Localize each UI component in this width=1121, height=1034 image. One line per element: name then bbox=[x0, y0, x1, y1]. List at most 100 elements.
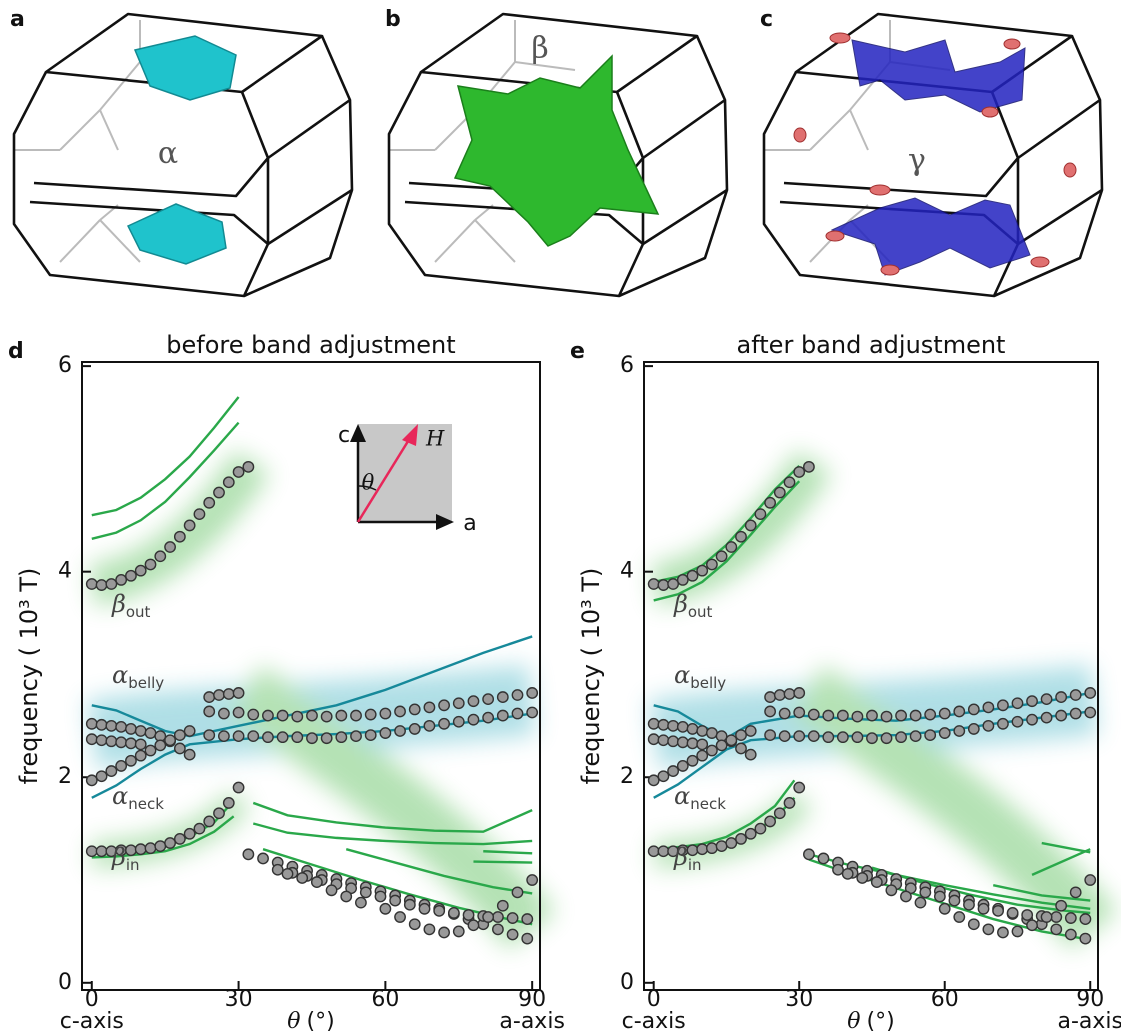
measured-point bbox=[222, 688, 235, 700]
measured-point bbox=[977, 902, 990, 915]
chart-title: after band adjustment bbox=[737, 331, 1006, 359]
measured-point bbox=[997, 699, 1009, 712]
measured-point bbox=[521, 913, 534, 925]
measured-point bbox=[291, 710, 304, 723]
measured-point bbox=[496, 691, 509, 703]
measured-point bbox=[793, 781, 806, 794]
measured-point bbox=[754, 508, 767, 521]
measured-point bbox=[725, 541, 738, 553]
measured-point bbox=[125, 754, 137, 767]
measured-point bbox=[667, 578, 680, 590]
measured-point bbox=[379, 902, 392, 915]
field-arrowhead bbox=[402, 424, 418, 446]
axis-end-label: c-axis bbox=[60, 1009, 124, 1034]
measured-point bbox=[967, 918, 980, 931]
measured-point bbox=[1084, 706, 1097, 719]
measured-point bbox=[783, 476, 796, 489]
y-tick-label: 2 bbox=[620, 764, 634, 789]
measured-point bbox=[953, 725, 966, 737]
measured-point bbox=[482, 693, 495, 706]
x-tick-label: 60 bbox=[931, 987, 959, 1012]
measured-point bbox=[967, 703, 980, 716]
measured-point bbox=[105, 719, 118, 732]
measured-point bbox=[914, 896, 927, 909]
measured-point bbox=[676, 573, 689, 586]
measured-point bbox=[296, 872, 309, 884]
measured-point bbox=[856, 872, 869, 884]
measured-point bbox=[438, 699, 450, 712]
measured-point bbox=[350, 709, 362, 722]
chart-panel: d before band adjustment frequency ( 10³ T… bbox=[8, 331, 565, 1034]
x-axis-symbol: θ bbox=[287, 1009, 300, 1034]
measured-point bbox=[924, 708, 937, 721]
measured-point bbox=[764, 705, 777, 718]
y-tick-label: 4 bbox=[620, 559, 634, 584]
measured-point bbox=[467, 713, 480, 726]
measured-point bbox=[963, 898, 975, 911]
branch-symbol: β bbox=[111, 843, 126, 871]
measured-point bbox=[521, 932, 534, 945]
measured-point bbox=[232, 706, 245, 719]
measured-point bbox=[686, 569, 699, 582]
measured-point bbox=[134, 843, 147, 856]
calculated-curve bbox=[252, 822, 533, 846]
measured-point bbox=[276, 731, 289, 744]
measured-point bbox=[183, 519, 196, 532]
inset-label: a bbox=[463, 511, 476, 536]
measured-point bbox=[1011, 697, 1024, 710]
measured-point bbox=[657, 579, 670, 591]
calculated-curve bbox=[345, 848, 533, 895]
measured-point bbox=[706, 558, 718, 571]
measured-point bbox=[125, 569, 137, 582]
measured-point bbox=[394, 911, 406, 923]
inset-label: θ bbox=[362, 471, 375, 495]
measured-point bbox=[389, 894, 402, 907]
measured-point bbox=[452, 715, 465, 728]
x-axis-symbol: θ bbox=[847, 1009, 860, 1034]
measured-point bbox=[526, 874, 539, 886]
measured-point bbox=[1064, 912, 1077, 924]
measured-point bbox=[164, 541, 176, 553]
x-tick-label: 30 bbox=[225, 987, 253, 1012]
measured-point bbox=[218, 730, 230, 743]
measured-point bbox=[870, 876, 883, 888]
measured-point bbox=[218, 707, 230, 720]
measured-point bbox=[506, 912, 519, 924]
measured-point bbox=[408, 723, 421, 735]
measured-point bbox=[203, 815, 216, 828]
branch-symbol: α bbox=[674, 782, 690, 810]
branch-subscript: belly bbox=[690, 674, 726, 692]
measured-point bbox=[657, 734, 670, 747]
calculated-curve bbox=[91, 396, 240, 517]
measured-point bbox=[1069, 689, 1082, 701]
measured-point bbox=[340, 890, 353, 903]
measured-point bbox=[715, 550, 728, 563]
measured-point bbox=[764, 815, 777, 828]
measured-point bbox=[807, 730, 820, 743]
surface-symbol: α bbox=[158, 136, 178, 171]
measured-point bbox=[438, 926, 450, 939]
measured-point bbox=[482, 911, 495, 923]
measured-point bbox=[154, 739, 167, 752]
measured-point bbox=[1040, 693, 1053, 706]
measured-point bbox=[807, 708, 820, 721]
measured-point bbox=[696, 749, 709, 762]
measured-point bbox=[394, 725, 406, 737]
measured-point bbox=[193, 508, 206, 521]
calculated-curve bbox=[1031, 848, 1091, 876]
y-tick-label: 4 bbox=[58, 559, 72, 584]
measured-point bbox=[115, 720, 128, 733]
y-tick-label: 6 bbox=[58, 353, 72, 378]
measured-point bbox=[164, 837, 176, 849]
measured-point bbox=[95, 845, 108, 858]
measured-point bbox=[1079, 932, 1092, 945]
axis-end-label: a-axis bbox=[499, 1009, 565, 1034]
measured-point bbox=[735, 742, 747, 755]
measured-point bbox=[403, 898, 416, 911]
branch-symbol: α bbox=[112, 661, 128, 689]
x-tick-label: 0 bbox=[647, 987, 661, 1012]
measured-point bbox=[735, 530, 747, 543]
y-tick-label: 6 bbox=[620, 353, 634, 378]
measured-point bbox=[115, 760, 128, 772]
measured-point bbox=[306, 732, 318, 745]
